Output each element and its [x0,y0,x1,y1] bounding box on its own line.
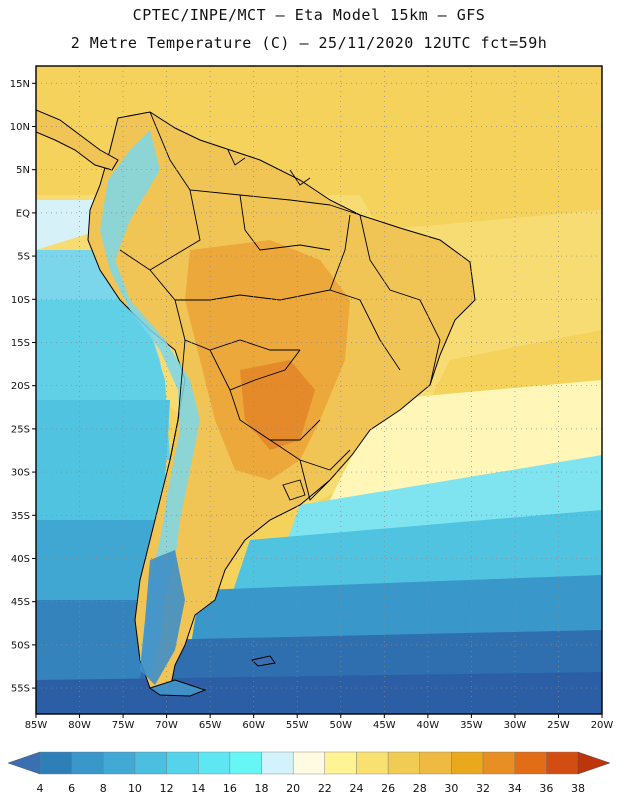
lat-label: 50S [11,640,30,651]
colorbar-label: 6 [68,782,75,795]
map-title-line-1: CPTEC/INPE/MCT – Eta Model 15km – GFS [132,6,486,24]
ocean-pacific-transition [36,200,100,250]
lon-label: 55W [286,720,309,731]
colorbar-bin [514,751,547,775]
lat-label: 25S [11,424,30,435]
colorbar-bin [103,751,136,775]
lon-label: 75W [112,720,135,731]
colorbar-bin [546,751,579,775]
lon-label: 35W [460,720,483,731]
colorbar-bin [324,751,357,775]
colorbar-bin [71,751,104,775]
colorbar-label: 26 [381,782,395,795]
axis-ticks [32,82,603,718]
lat-label: 45S [11,597,30,608]
lon-label: 50W [329,720,352,731]
colorbar-label: 28 [413,782,427,795]
colorbar-label: 16 [223,782,237,795]
falkland-islands [251,655,276,667]
colorbar-label: 18 [255,782,269,795]
lon-label: 40W [417,720,440,731]
colorbar-label: 36 [539,782,553,795]
colorbar-bin [229,751,262,775]
lon-label: 65W [199,720,222,731]
colorbar-label: 14 [191,782,205,795]
lat-label: 40S [11,554,30,565]
lat-label: 15S [11,338,30,349]
colorbar-label: 24 [349,782,363,795]
map-frame [35,65,603,715]
chaco-hottest-region [240,360,315,450]
lat-label: 35S [11,511,30,522]
colorbar-label: 4 [37,782,44,795]
colorbar-label: 12 [160,782,174,795]
graticule [36,66,602,714]
colorbar-bin [198,751,231,775]
colorbar-label: 20 [286,782,300,795]
lon-label: 85W [25,720,48,731]
lon-label: 45W [373,720,396,731]
colorbar-label: 10 [128,782,142,795]
lat-label: 10N [10,122,30,133]
colorbar-bin [134,751,167,775]
lat-label: 20S [11,381,30,392]
lat-label: 55S [11,684,30,695]
patagonia-cold-region [140,550,185,685]
colorbar-bin [292,751,326,775]
colorbar-label: 30 [444,782,458,795]
tierra-del-fuego [148,679,207,697]
map-plot-area [36,66,602,714]
lat-label: EQ [16,208,30,219]
colorbar-bin [356,751,389,775]
colorbar-bin [261,751,294,775]
colorbar-label: 22 [318,782,332,795]
lat-label: 5N [16,165,30,176]
lon-label: 20W [591,720,614,731]
andes-cool-strip [100,130,200,680]
lat-label: 10S [11,295,30,306]
colorbar-label: 32 [476,782,490,795]
latitude-labels: 15N 10N 5N EQ 5S 10S 15S 20S 25S 30S 35S 40S 45S 50S 5… [10,79,30,695]
lon-label: 80W [68,720,91,731]
colorbar-bin [166,751,199,775]
colorbar-right-arrow [577,751,611,775]
lon-label: 70W [155,720,178,731]
colorbar-bin [482,751,515,775]
lat-label: 5S [17,252,30,263]
colorbar-bin [387,751,420,775]
colorbar-bin [451,751,484,775]
interior-hot-region [185,240,350,480]
colorbar [7,751,611,775]
lat-label: 30S [11,468,30,479]
colorbar-left-arrow [7,751,41,775]
colorbar-label: 38 [571,782,585,795]
lon-label: 25W [547,720,570,731]
longitude-labels: 85W 80W 75W 70W 65W 60W 55W 50W 45W 40W 35W 30W 25W 2… [25,720,614,731]
colorbar-labels: 4 6 8 10 12 14 16 18 20 22 24 26 28 30 32 34 36 38 [37,782,586,795]
lat-label: 15N [10,79,30,90]
colorbar-label: 34 [508,782,522,795]
map-title-line-2: 2 Metre Temperature (C) – 25/11/2020 12U… [70,34,548,52]
colorbar-bin [419,751,452,775]
lon-label: 60W [242,720,265,731]
colorbar-bin [39,751,72,775]
colorbar-label: 8 [100,782,107,795]
lon-label: 30W [504,720,527,731]
